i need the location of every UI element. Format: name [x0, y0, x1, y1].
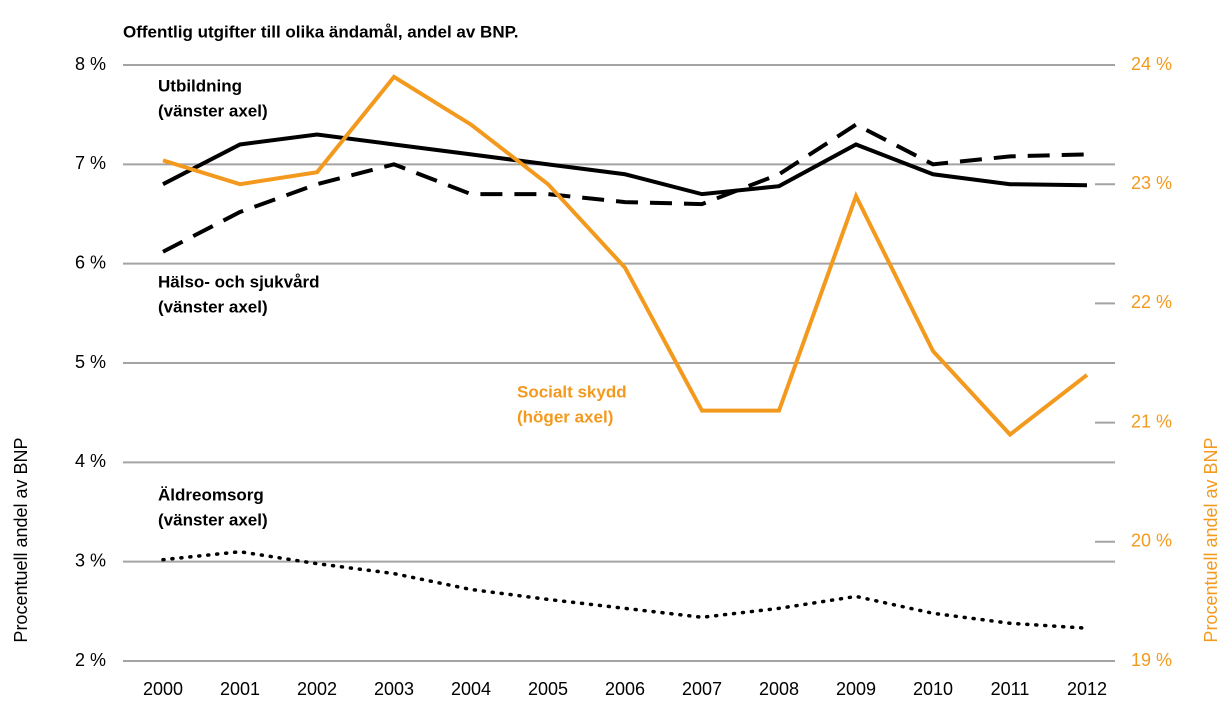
- y2-tick-label: 20 %: [1131, 531, 1172, 551]
- y2-tick-label: 22 %: [1131, 292, 1172, 312]
- x-tick-label: 2004: [451, 679, 491, 699]
- y-tick-label: 8 %: [75, 54, 106, 74]
- y-axis-label: Procentuell andel av BNP: [11, 437, 31, 642]
- y2-tick-label: 19 %: [1131, 650, 1172, 670]
- y-tick-label: 5 %: [75, 352, 106, 372]
- series-label: Socialt skydd: [517, 382, 627, 401]
- y-tick-label: 3 %: [75, 550, 106, 570]
- y-tick-label: 2 %: [75, 650, 106, 670]
- y2-tick-label: 21 %: [1131, 411, 1172, 431]
- series-note: (vänster axel): [158, 510, 268, 529]
- series-line: [161, 549, 1089, 630]
- series-note: (vänster axel): [158, 101, 268, 120]
- x-tick-label: 2010: [913, 679, 953, 699]
- x-tick-label: 2001: [220, 679, 260, 699]
- x-tick-label: 2000: [143, 679, 183, 699]
- y-tick-label: 7 %: [75, 153, 106, 173]
- series-label: Äldreomsorg: [158, 485, 264, 504]
- x-tick-label: 2007: [682, 679, 722, 699]
- x-tick-label: 2006: [605, 679, 645, 699]
- y-tick-label: 6 %: [75, 252, 106, 272]
- y2-tick-label: 23 %: [1131, 173, 1172, 193]
- series-line: [162, 74, 1089, 438]
- series-line: [162, 122, 1088, 254]
- y-tick-label: 4 %: [75, 451, 106, 471]
- x-tick-label: 2002: [297, 679, 337, 699]
- x-tick-label: 2009: [836, 679, 876, 699]
- x-tick-label: 2005: [528, 679, 568, 699]
- x-tick-label: 2011: [991, 679, 1030, 699]
- series-label: Utbildning: [158, 76, 242, 95]
- series-note: (höger axel): [517, 407, 613, 426]
- series-note: (vänster axel): [158, 297, 268, 316]
- series-line: [162, 132, 1088, 197]
- x-tick-label: 2012: [1067, 679, 1107, 699]
- y2-axis-label: Procentuell andel av BNP: [1201, 437, 1221, 642]
- chart-title: Offentlig utgifter till olika ändamål, a…: [123, 22, 518, 41]
- y2-tick-label: 24 %: [1131, 54, 1172, 74]
- series-label: Hälso- och sjukvård: [158, 272, 320, 291]
- x-tick-label: 2008: [759, 679, 799, 699]
- x-tick-label: 2003: [374, 679, 414, 699]
